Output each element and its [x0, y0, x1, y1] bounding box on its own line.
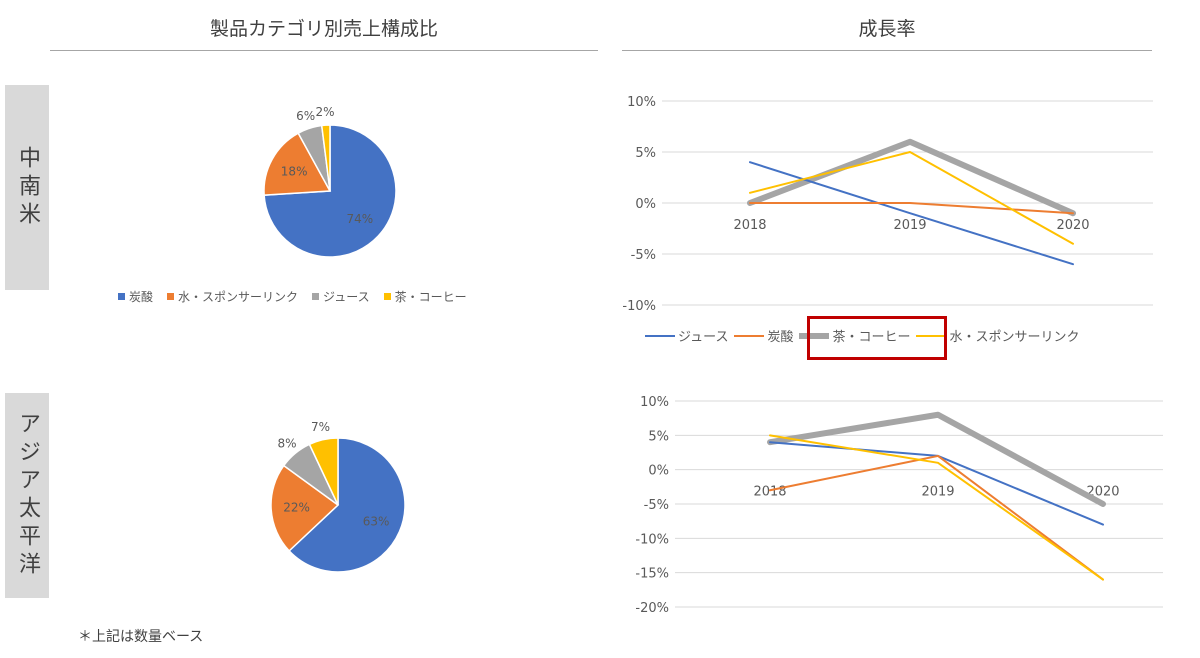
legend-line-water: [916, 334, 947, 337]
y-tick-label: 0%: [635, 197, 656, 212]
line-chart-apac: 10%5%0%-5%-10%-15%-20%2018 2019 2020: [635, 395, 1163, 616]
line-legend-label: 水・スポンサーリンク: [949, 330, 1080, 345]
pie-data-label: 22%: [283, 501, 310, 515]
x-tick-label: 2018: [733, 218, 766, 233]
pie-slice: [308, 437, 339, 506]
pie-chart-apac: 63% 22% 8% 7%: [270, 420, 406, 573]
line-series: [747, 138, 1076, 217]
pie-data-label: 18%: [281, 164, 308, 178]
growth-section-title: 成長率: [858, 18, 916, 40]
region-label-latam-text: 中南米: [15, 145, 40, 230]
y-tick-label: 5%: [648, 429, 669, 444]
pie-legend-label: ジュース: [323, 290, 370, 304]
pie-data-label: 63%: [363, 514, 390, 528]
pie-data-label: 7%: [311, 420, 330, 434]
y-tick-label: 10%: [627, 95, 656, 110]
line-legend-item-water: 水・スポンサーリンク: [916, 326, 1080, 345]
pie-data-label: 2%: [316, 105, 335, 119]
line-legend-label: 炭酸: [767, 330, 794, 345]
line-series: [749, 161, 1074, 266]
y-tick-label: -20%: [635, 601, 669, 616]
x-tick-label: 2020: [1086, 485, 1119, 500]
y-tick-label: 10%: [640, 395, 669, 410]
pie-legend-item-tea: 茶・コーヒー: [383, 288, 467, 305]
line-series: [769, 434, 1104, 581]
pie-data-label: 8%: [277, 436, 296, 450]
legend-line-tea: [799, 332, 830, 339]
pie-slice: [320, 124, 331, 192]
pie-legend: 炭酸 水・スポンサーリンク ジュース 茶・コーヒー: [118, 288, 467, 305]
pie-slice: [270, 464, 340, 552]
line-legend-label: ジュース: [678, 330, 729, 345]
pie-chart-latam: 74% 18% 6% 2%: [263, 105, 397, 258]
legend-swatch-juice: [312, 293, 320, 300]
pie-legend-label: 炭酸: [129, 290, 154, 304]
y-tick-label: -15%: [635, 567, 669, 582]
pie-slice: [288, 437, 406, 573]
x-tick-label: 2019: [921, 485, 954, 500]
y-tick-label: 5%: [635, 146, 656, 161]
line-series: [767, 411, 1106, 507]
legend-swatch-carbonated: [118, 293, 125, 300]
line-series: [749, 202, 1074, 215]
highlight-box-tea-coffee: [807, 316, 947, 360]
line-legend-item-juice: ジュース: [645, 326, 728, 345]
y-tick-label: -5%: [644, 498, 669, 513]
x-tick-label: 2020: [1056, 218, 1089, 233]
region-label-apac: アジア太平洋: [5, 393, 49, 598]
legend-line-carbonated: [734, 334, 765, 337]
pie-legend-item-water: 水・スポンサーリンク: [167, 288, 298, 305]
pie-section-title: 製品カテゴリ別売上構成比: [209, 18, 438, 40]
region-label-apac-text: アジア太平洋: [15, 411, 40, 580]
line-legend-item-tea: 茶・コーヒー: [799, 326, 910, 345]
legend-line-juice: [645, 334, 675, 337]
legend-swatch-water: [167, 293, 175, 300]
pie-legend-item-carbonated: 炭酸: [118, 288, 153, 305]
pie-legend-label: 茶・コーヒー: [394, 290, 467, 304]
line-legend: ジュース 炭酸 茶・コーヒー 水・スポンサーリンク: [645, 326, 1080, 345]
pie-legend-label: 水・スポンサーリンク: [178, 290, 299, 304]
y-tick-label: -10%: [622, 299, 656, 314]
legend-swatch-tea: [383, 293, 391, 300]
pie-data-label: 74%: [346, 212, 373, 226]
line-chart-latam: 10% 5% 0% -5% -10% 2018 2019 2020: [622, 95, 1153, 314]
pie-slice: [263, 132, 332, 196]
region-label-latam: 中南米: [5, 85, 49, 290]
growth-section-rule: [622, 50, 1152, 51]
pie-data-label: 6%: [296, 109, 315, 123]
line-series: [769, 454, 1104, 581]
line-series: [749, 151, 1074, 245]
pie-legend-item-juice: ジュース: [312, 288, 370, 305]
y-tick-label: 0%: [648, 464, 669, 479]
line-legend-label: 茶・コーヒー: [832, 330, 911, 345]
line-series: [769, 441, 1104, 526]
line-legend-item-carbonated: 炭酸: [734, 326, 793, 345]
footnote: ＊上記は数量ベース: [78, 629, 204, 645]
pie-section-rule: [50, 50, 598, 51]
y-tick-label: -10%: [635, 532, 669, 547]
x-tick-label: 2019: [893, 218, 926, 233]
y-tick-label: -5%: [631, 248, 656, 263]
